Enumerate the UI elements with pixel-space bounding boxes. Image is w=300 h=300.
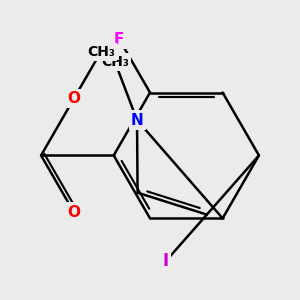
Text: CH₃: CH₃ [87, 45, 115, 59]
Text: O: O [67, 91, 80, 106]
Text: O: O [67, 205, 80, 220]
Text: F: F [114, 32, 124, 46]
Text: I: I [163, 252, 169, 270]
Text: N: N [130, 112, 143, 128]
Text: CH₃: CH₃ [101, 56, 129, 69]
